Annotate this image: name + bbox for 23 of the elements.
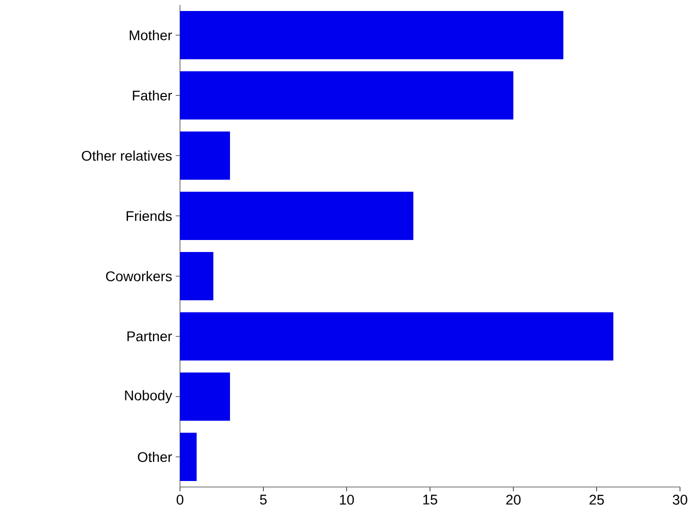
- x-tick-label: 15: [423, 494, 438, 505]
- x-tick-label: 25: [590, 494, 604, 505]
- bar: [180, 11, 564, 60]
- y-tick-label: Mother: [130, 30, 172, 40]
- y-tick-label: Friends: [126, 210, 172, 222]
- x-tick-label: 30: [672, 494, 688, 505]
- bar: [180, 312, 614, 360]
- bar: [180, 71, 514, 120]
- x-tick-label: 10: [340, 494, 354, 505]
- y-tick-label: Nobody: [125, 390, 172, 404]
- y-tick-label: Other: [138, 452, 172, 462]
- y-tick-label: Father: [132, 90, 172, 101]
- bar: [180, 432, 197, 481]
- bar: [180, 252, 214, 300]
- x-tick-label: 20: [506, 494, 521, 505]
- x-tick-label: 0: [176, 494, 184, 505]
- y-tick-label: Other relatives: [82, 150, 172, 161]
- y-tick-label: Partner: [127, 332, 172, 342]
- x-tick-label: 5: [260, 494, 267, 505]
- bar: [180, 192, 414, 240]
- bar: [180, 132, 230, 180]
- bar: [180, 372, 230, 421]
- y-tick-label: Coworkers: [106, 270, 172, 282]
